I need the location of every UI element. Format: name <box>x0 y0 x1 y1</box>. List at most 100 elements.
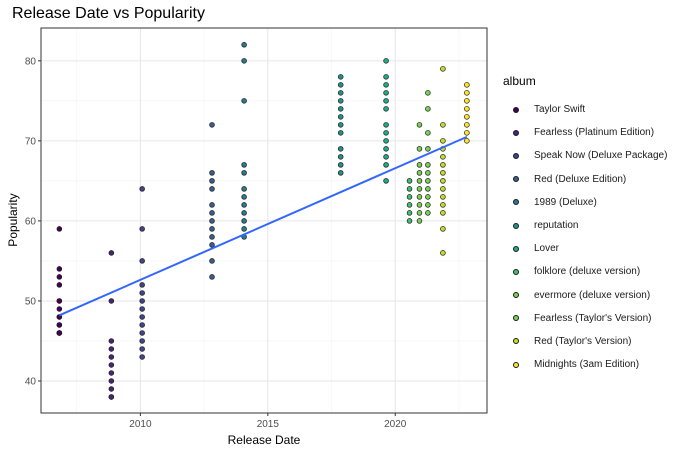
data-point <box>416 210 423 216</box>
legend-label: folklore (deluxe version) <box>534 266 641 278</box>
data-point <box>464 98 470 104</box>
chart-title: Release Date vs Popularity <box>12 5 205 22</box>
legend-item: Taylor Swift <box>503 98 667 121</box>
data-point <box>440 138 446 144</box>
legend-swatch <box>513 361 519 368</box>
data-point <box>416 202 423 208</box>
data-point <box>406 194 413 200</box>
data-point <box>440 210 446 216</box>
data-point <box>56 266 63 272</box>
legend-item: Red (Deluxe Edition) <box>503 168 667 191</box>
data-point <box>425 186 431 192</box>
data-point <box>383 90 389 96</box>
data-point <box>241 170 247 176</box>
data-point <box>440 226 446 232</box>
data-point <box>241 202 247 208</box>
data-point <box>209 186 215 192</box>
legend-items: Taylor Swift Fearless (Platinum Edition) S… <box>503 98 667 376</box>
data-point <box>108 338 115 344</box>
data-point <box>209 202 215 208</box>
data-point <box>406 186 413 192</box>
data-points <box>56 42 470 400</box>
legend-item: folklore (deluxe version) <box>503 260 667 283</box>
data-point <box>383 138 389 144</box>
data-point <box>416 170 423 176</box>
data-point <box>440 250 446 256</box>
x-tick-label: 2015 <box>257 419 280 430</box>
data-point <box>108 298 115 304</box>
data-point <box>440 170 446 176</box>
legend-item: reputation <box>503 214 667 237</box>
data-point <box>209 258 215 264</box>
data-point <box>440 162 446 168</box>
data-point <box>139 298 145 304</box>
legend-label: Fearless (Platinum Edition) <box>534 127 655 139</box>
data-point <box>108 394 115 400</box>
legend-label: Red (Taylor's Version) <box>534 335 632 347</box>
legend-label: Midnights (3am Edition) <box>534 359 640 371</box>
data-point <box>241 98 247 104</box>
data-point <box>383 106 389 112</box>
data-point <box>416 162 423 168</box>
data-point <box>440 202 446 208</box>
data-point <box>464 130 470 136</box>
data-point <box>406 210 413 216</box>
data-point <box>416 218 423 224</box>
data-point <box>337 170 344 176</box>
legend-label: evermore (deluxe version) <box>534 289 651 301</box>
data-point <box>139 330 145 336</box>
data-point <box>108 362 115 368</box>
data-point <box>425 90 431 96</box>
data-point <box>440 178 446 184</box>
data-point <box>383 178 389 184</box>
legend-label: Taylor Swift <box>534 104 586 116</box>
data-point <box>337 74 344 80</box>
data-point <box>337 82 344 88</box>
data-point <box>383 122 389 128</box>
data-point <box>241 162 247 168</box>
data-point <box>139 282 145 288</box>
y-tick-label: 80 <box>25 56 37 67</box>
data-point <box>139 290 145 296</box>
data-point <box>425 178 431 184</box>
data-point <box>139 314 145 320</box>
legend-item: Midnights (3am Edition) <box>503 353 667 376</box>
data-point <box>416 178 423 184</box>
data-point <box>337 122 344 128</box>
data-point <box>56 274 63 280</box>
data-point <box>440 154 446 160</box>
data-point <box>464 82 470 88</box>
data-point <box>56 306 63 312</box>
legend-swatch <box>513 129 519 136</box>
y-tick-label: 60 <box>25 216 37 227</box>
data-point <box>425 146 431 152</box>
data-point <box>464 138 470 144</box>
legend-item: Red (Taylor's Version) <box>503 330 667 353</box>
data-point <box>337 114 344 120</box>
data-point <box>416 146 423 152</box>
data-point <box>139 226 145 232</box>
grid <box>41 28 487 413</box>
data-point <box>241 194 247 200</box>
data-point <box>139 338 145 344</box>
data-point <box>337 162 344 168</box>
data-point <box>56 298 63 304</box>
data-point <box>416 186 423 192</box>
data-point <box>209 170 215 176</box>
data-point <box>209 274 215 280</box>
data-point <box>383 98 389 104</box>
data-point <box>209 178 215 184</box>
data-point <box>406 202 413 208</box>
legend-label: reputation <box>534 220 579 232</box>
data-point <box>440 122 446 128</box>
legend-label: Fearless (Taylor's Version) <box>534 312 652 324</box>
legend-label: Lover <box>534 243 560 255</box>
data-point <box>425 194 431 200</box>
data-point <box>337 98 344 104</box>
legend-label: 1989 (Deluxe) <box>534 196 597 208</box>
data-point <box>425 210 431 216</box>
data-point <box>56 330 63 336</box>
data-point <box>209 242 215 248</box>
legend: album Taylor Swift Fearless (Platinum Edi… <box>503 74 667 376</box>
